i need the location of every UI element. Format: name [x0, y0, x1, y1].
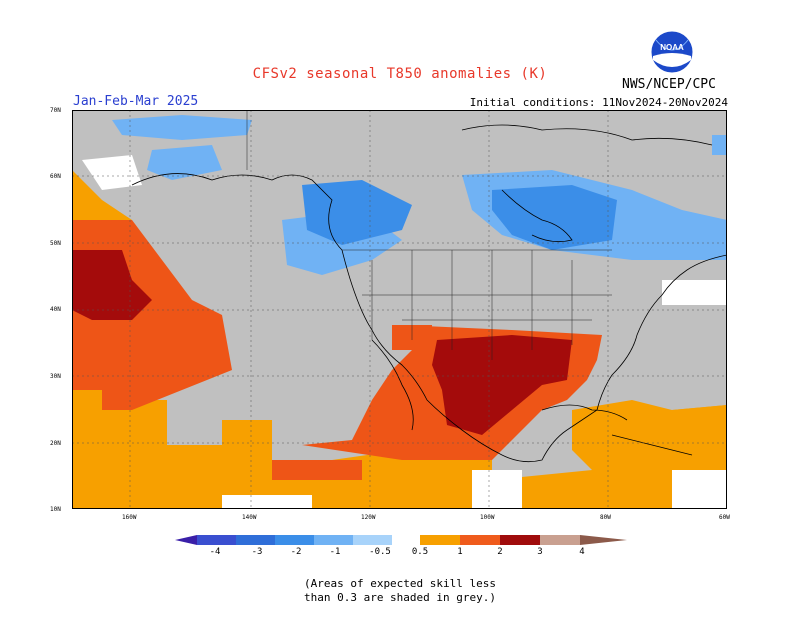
lon-label: 60W	[719, 514, 730, 521]
colorbar-bin	[314, 535, 353, 545]
chart-title: CFSv2 seasonal T850 anomalies (K)	[252, 66, 548, 82]
colorbar-arrow-left	[175, 535, 197, 545]
blue-hudson-region	[492, 185, 617, 250]
lon-label: 140W	[242, 514, 257, 521]
colorbar-bin	[420, 535, 460, 545]
lon-label: 160W	[122, 514, 137, 521]
colorbar-label: 4	[579, 547, 585, 557]
colorbar-label: 1	[457, 547, 463, 557]
graticule	[72, 110, 727, 509]
coastlines	[131, 124, 728, 463]
skill-note-line: (Areas of expected skill less	[303, 577, 497, 590]
initial-conditions: Initial conditions: 11Nov2024-20Nov2024	[469, 96, 728, 109]
colorbar-label: 0.5	[411, 547, 429, 557]
lon-label: 100W	[480, 514, 495, 521]
map-frame	[72, 110, 727, 509]
colorbar-bin-neutral	[392, 535, 420, 545]
dark-red-pacific-core	[72, 250, 152, 320]
colorbar	[175, 535, 627, 545]
orange-caribbean	[572, 400, 727, 480]
lat-label: 40N	[50, 306, 61, 313]
colorbar-label: -2	[290, 547, 302, 557]
lon-label: 120W	[361, 514, 376, 521]
colorbar-label: -4	[209, 547, 221, 557]
orange-pacific-edge	[72, 390, 102, 430]
colorbar-bin	[197, 535, 236, 545]
colorbar-bin	[540, 535, 580, 545]
white-central-america-patch	[472, 470, 522, 509]
lat-label: 30N	[50, 373, 61, 380]
colorbar-label: -1	[329, 547, 341, 557]
colorbar-bin	[500, 535, 540, 545]
lat-label: 50N	[50, 240, 61, 247]
logo-text: NOAA	[660, 43, 684, 52]
dark-red-texas-core	[432, 335, 572, 435]
lon-label: 80W	[600, 514, 611, 521]
colorbar-bin	[353, 535, 392, 545]
colorbar-bin	[460, 535, 500, 545]
colorbar-label: -3	[251, 547, 263, 557]
colorbar-label: 3	[537, 547, 543, 557]
orange-northwest-patch	[72, 170, 132, 220]
white-southeast-patch	[672, 470, 727, 509]
white-south-pacific-patch	[222, 495, 312, 509]
white-atlantic-patch	[662, 280, 727, 305]
anomaly-map	[72, 110, 728, 509]
season-label: Jan-Feb-Mar 2025	[73, 94, 199, 109]
lat-label: 10N	[50, 506, 61, 513]
colorbar-label: -0.5	[369, 547, 391, 557]
skill-note: (Areas of expected skill less than 0.3 a…	[0, 577, 800, 605]
red-orange-baja-extension	[272, 460, 362, 480]
lat-label: 70N	[50, 107, 61, 114]
political-borders	[246, 110, 612, 360]
light-blue-greenland-edge	[712, 135, 727, 155]
light-blue-arctic	[112, 115, 252, 140]
agency-label: NWS/NCEP/CPC	[622, 77, 716, 92]
lat-label: 60N	[50, 173, 61, 180]
colorbar-bin	[236, 535, 275, 545]
lat-label: 20N	[50, 440, 61, 447]
noaa-logo: NOAA	[650, 30, 694, 74]
colorbar-arrow-right	[580, 535, 627, 545]
colorbar-label: 2	[497, 547, 503, 557]
white-bering-patch	[82, 155, 142, 190]
light-blue-alaska	[147, 145, 222, 180]
skill-note-line: than 0.3 are shaded in grey.)	[303, 591, 497, 604]
colorbar-bin	[275, 535, 314, 545]
